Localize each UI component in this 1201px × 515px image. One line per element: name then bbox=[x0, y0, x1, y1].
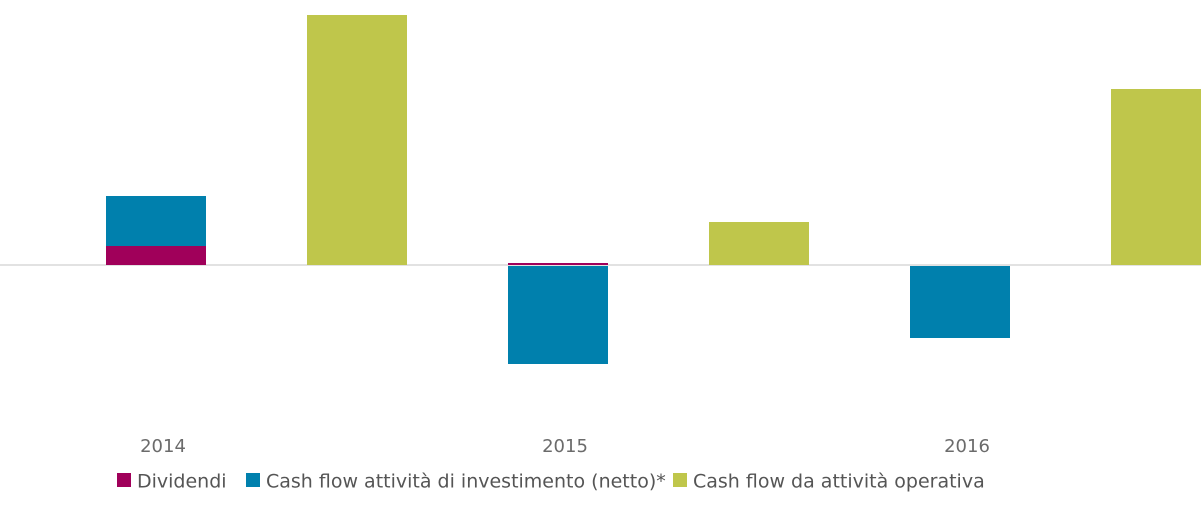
bar bbox=[106, 246, 206, 265]
x-tick-label: 2014 bbox=[140, 436, 186, 457]
legend-label: Cash flow da attività operativa bbox=[693, 471, 985, 493]
bar bbox=[709, 222, 809, 265]
legend-swatch bbox=[246, 473, 260, 487]
bar bbox=[307, 15, 407, 265]
x-tick-label: 2016 bbox=[944, 436, 990, 457]
bar bbox=[508, 266, 608, 364]
legend-label: Dividendi bbox=[137, 471, 227, 493]
bar bbox=[508, 263, 608, 265]
legend-label: Cash flow attività di investimento (nett… bbox=[266, 471, 666, 493]
x-tick-label: 2015 bbox=[542, 436, 588, 457]
bar bbox=[1111, 89, 1201, 265]
bar bbox=[910, 266, 1010, 338]
legend-swatch bbox=[117, 473, 131, 487]
legend-swatch bbox=[673, 473, 687, 487]
bar bbox=[106, 196, 206, 246]
